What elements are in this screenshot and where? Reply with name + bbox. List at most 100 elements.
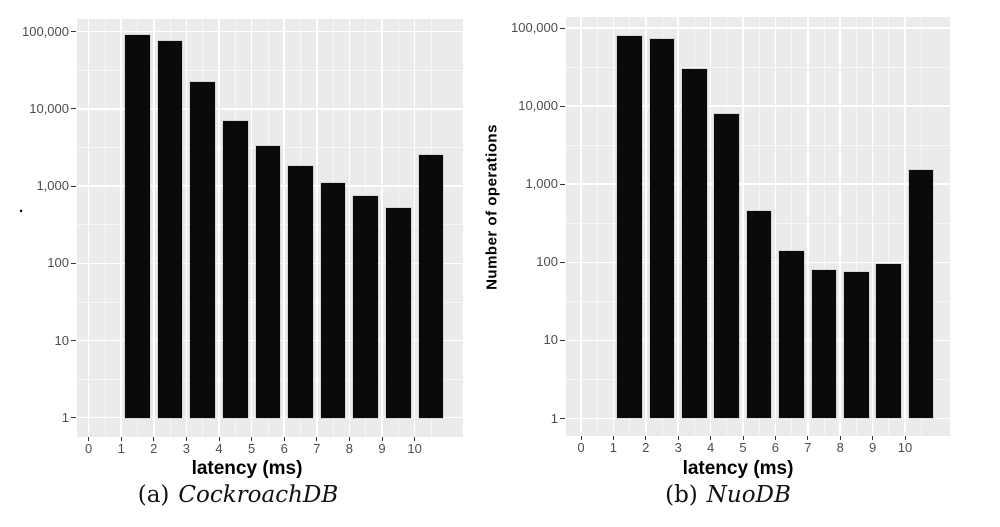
x-tick-label: 8 <box>836 439 844 455</box>
histogram-bar <box>125 35 150 418</box>
x-axis-tick <box>645 436 647 440</box>
x-tick-label: 3 <box>674 439 682 455</box>
x-tick-label: 5 <box>247 440 256 456</box>
histogram-bar <box>617 35 642 419</box>
gridline-y-major <box>566 417 950 420</box>
y-axis-tick <box>560 105 565 107</box>
histogram-bar <box>190 82 216 418</box>
x-tick-label: 10 <box>897 439 913 455</box>
histogram-bar <box>682 68 707 419</box>
x-tick-label: 8 <box>345 440 353 456</box>
y-axis-tick <box>71 417 76 419</box>
gridline-x-major <box>742 17 744 436</box>
gridline-y-major <box>566 183 950 185</box>
gridline-x-major <box>904 17 906 436</box>
gridline-x-minor <box>104 19 106 437</box>
x-axis-tick <box>120 437 122 441</box>
x-axis-tick <box>677 436 679 440</box>
x-tick-label: 2 <box>150 440 158 456</box>
x-tick-label: 6 <box>771 439 779 455</box>
x-tick-label: 4 <box>215 440 223 456</box>
gridline-y-minor <box>566 66 950 68</box>
y-axis-tick <box>560 27 565 29</box>
gridline-x-major <box>316 19 318 437</box>
y-tick-label: 100,000 <box>511 20 558 35</box>
y-tick-label: 1,000 <box>36 178 69 194</box>
caption-index: (a) <box>137 482 170 508</box>
histogram-bar <box>649 38 675 419</box>
y-tick-label: 1,000 <box>525 176 558 192</box>
x-axis-title: latency (ms) <box>191 458 303 479</box>
gridline-x-major <box>348 19 351 437</box>
x-tick-label: 4 <box>706 439 715 455</box>
y-axis-title-dot: . <box>19 199 24 216</box>
x-axis-tick <box>807 436 809 440</box>
y-axis-tick <box>560 261 565 263</box>
y-tick-label: 10,000 <box>518 98 558 114</box>
histogram-bar <box>714 114 740 419</box>
gridline-y-major <box>77 30 463 33</box>
x-axis-tick <box>283 437 285 441</box>
x-tick-label: 9 <box>868 439 877 455</box>
gridline-x-major <box>250 19 253 437</box>
x-tick-label: 6 <box>280 440 288 456</box>
x-axis-tick <box>88 437 90 441</box>
y-tick-label: 1 <box>61 409 69 425</box>
x-tick-label: 9 <box>378 440 386 456</box>
x-tick-label: 3 <box>182 440 190 456</box>
gridline-x-major <box>87 19 90 437</box>
gridline-x-major <box>612 17 615 436</box>
x-axis-tick <box>348 437 350 441</box>
gridline-x-major <box>677 17 679 436</box>
gridline-x-major <box>120 19 122 437</box>
y-tick-label: 1 <box>550 410 558 426</box>
y-tick-label: 100 <box>47 255 69 271</box>
caption-label: NuoDB <box>706 482 791 508</box>
x-tick-label: 10 <box>407 440 422 456</box>
gridline-x-major <box>709 17 712 436</box>
y-axis-tick <box>560 418 565 419</box>
x-tick-label: 1 <box>609 439 617 455</box>
x-tick-label: 7 <box>313 440 321 456</box>
gridline-x-major <box>381 19 383 437</box>
histogram-bar <box>811 269 837 419</box>
gridline-x-minor <box>596 17 598 436</box>
x-axis-tick <box>153 437 155 441</box>
x-axis-title: latency (ms) <box>682 458 794 479</box>
x-axis-tick <box>774 436 776 440</box>
gridline-x-major <box>807 17 809 436</box>
gridline-x-major <box>580 17 582 436</box>
gridline-x-major <box>283 19 285 437</box>
histogram-bar <box>876 264 902 419</box>
gridline-y-major <box>77 416 463 419</box>
x-axis-tick <box>839 436 841 440</box>
gridline-x-minor <box>856 17 857 436</box>
gridline-x-major <box>153 19 155 437</box>
histogram-bar <box>418 155 444 418</box>
histogram-bar <box>844 272 869 419</box>
histogram-bar <box>746 211 772 419</box>
histogram-bar <box>353 195 379 418</box>
x-axis-tick <box>612 436 614 440</box>
x-tick-label: 0 <box>84 440 93 456</box>
x-axis-tick <box>251 437 253 441</box>
subfigure-caption-b: (b) NuoDB <box>665 482 791 508</box>
y-axis-tick <box>71 108 76 110</box>
histogram-bar <box>157 40 183 418</box>
histogram-bar <box>255 146 281 418</box>
gridline-y-major <box>566 27 950 29</box>
gridline-y-minor <box>566 144 950 146</box>
x-axis-tick <box>710 436 712 440</box>
histogram-bar <box>908 170 934 419</box>
y-axis-tick <box>71 262 76 264</box>
gridline-y-major <box>566 105 950 107</box>
caption-label: CockroachDB <box>178 482 339 508</box>
y-axis-tick <box>71 340 76 341</box>
gridline-x-major <box>218 19 220 437</box>
x-axis-tick <box>872 436 874 440</box>
gridline-x-minor <box>823 17 825 436</box>
gridline-y-major <box>77 108 463 110</box>
histogram-bar <box>222 120 248 418</box>
gridline-x-major <box>871 17 874 436</box>
